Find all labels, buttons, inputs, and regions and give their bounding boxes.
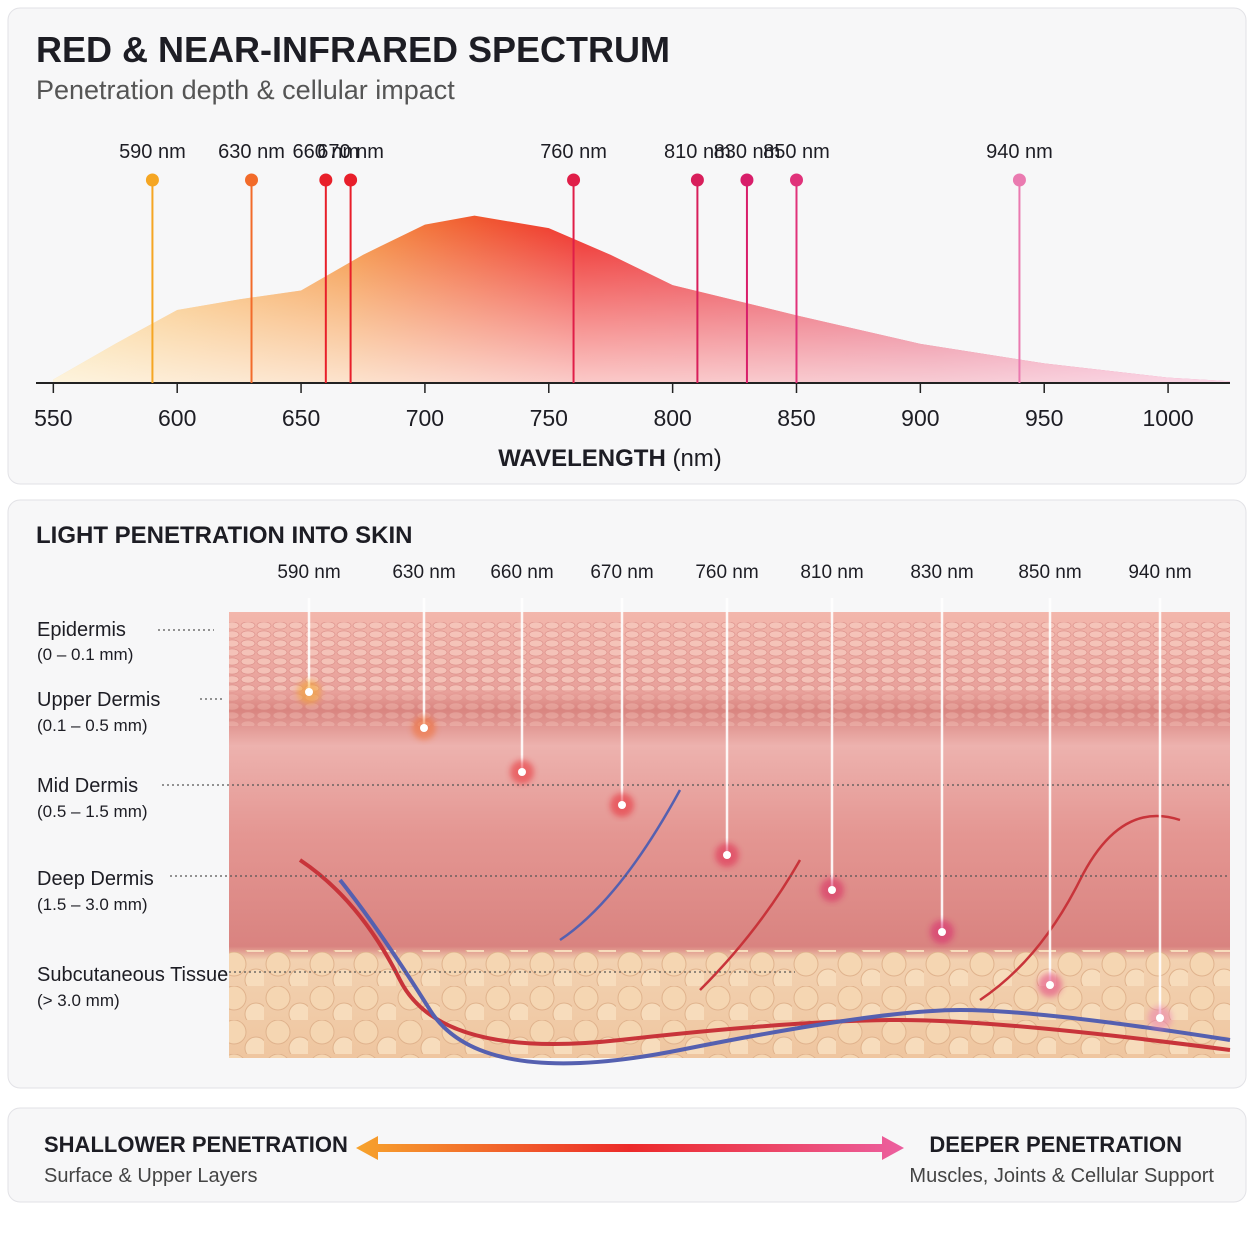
beam-end — [828, 886, 836, 894]
layer-range: (0.1 – 0.5 mm) — [37, 716, 148, 735]
beam-end — [420, 724, 428, 732]
x-axis-label: WAVELENGTH (nm) — [498, 445, 722, 472]
marker-label: 940 nm — [986, 141, 1053, 163]
layer-range: (1.5 – 3.0 mm) — [37, 895, 148, 914]
beam-label: 830 nm — [910, 562, 973, 583]
x-tick-label: 550 — [34, 405, 72, 431]
marker-label: 810 nm — [664, 141, 731, 163]
layer-range: (0 – 0.1 mm) — [37, 645, 133, 664]
beam-end — [723, 851, 731, 859]
footer-right-title: DEEPER PENETRATION — [929, 1132, 1182, 1157]
marker-dot — [567, 173, 581, 187]
spectrum-chart: 550 600 650 700 750 800 850 900 950 1000 590 nm 630… — [34, 141, 1231, 431]
footer-left-title: SHALLOWER PENETRATION — [44, 1132, 348, 1157]
beam-end — [938, 928, 946, 936]
beam-label: 660 nm — [490, 562, 553, 583]
beam-end — [1156, 1014, 1164, 1022]
x-tick-label: 900 — [901, 405, 939, 431]
beam-label: 810 nm — [800, 562, 863, 583]
beam-end — [305, 688, 313, 696]
marker-label: 830 nm — [714, 141, 781, 163]
section-title: LIGHT PENETRATION INTO SKIN — [36, 522, 412, 549]
marker-label: 850 nm — [763, 141, 830, 163]
layer-range: (0.5 – 1.5 mm) — [37, 802, 148, 821]
skin-diagram: 590 nm 630 nm 660 nm 670 nm 760 nm 810 nm 830 … — [37, 562, 1192, 1030]
beam-label: 760 nm — [695, 562, 758, 583]
x-tick-label: 1000 — [1142, 405, 1193, 431]
x-tick-label: 750 — [530, 405, 568, 431]
area-fade — [53, 215, 1231, 383]
chart-subtitle: Penetration depth & cellular impact — [36, 75, 455, 105]
layer-name: Mid Dermis — [37, 775, 138, 797]
beam-label: 590 nm — [277, 562, 340, 583]
marker-label: 760 nm — [540, 141, 607, 163]
layer-range: (> 3.0 mm) — [37, 991, 120, 1010]
x-tick-label: 800 — [653, 405, 691, 431]
x-tick-label: 650 — [282, 405, 320, 431]
marker-dot — [319, 173, 333, 187]
beam-label: 630 nm — [392, 562, 455, 583]
layer-name: Deep Dermis — [37, 868, 154, 890]
beam-label: 670 nm — [590, 562, 653, 583]
marker-dot — [789, 173, 803, 187]
x-tick-label: 950 — [1025, 405, 1063, 431]
marker-dot — [145, 173, 159, 187]
panel — [7, 1107, 1247, 1203]
x-tick-label: 700 — [406, 405, 444, 431]
artery — [979, 814, 1181, 1002]
layer-name: Upper Dermis — [37, 689, 160, 711]
beam-end — [1046, 981, 1054, 989]
marker-label: 590 nm — [119, 141, 186, 163]
marker-label: 630 nm — [218, 141, 285, 163]
direction-arrow — [356, 1136, 904, 1160]
vessels — [298, 789, 1231, 1066]
beam-label: 940 nm — [1128, 562, 1191, 583]
x-unit: (nm) — [672, 445, 721, 472]
x-label: WAVELENGTH — [498, 445, 666, 472]
marker-dot — [690, 173, 704, 187]
layer-name: Subcutaneous Tissue — [37, 964, 228, 986]
beam-end — [618, 801, 626, 809]
footer-right-subtitle: Muscles, Joints & Cellular Support — [909, 1165, 1214, 1187]
beam-label: 850 nm — [1018, 562, 1081, 583]
x-tick-label: 600 — [158, 405, 196, 431]
layer-name: Epidermis — [37, 619, 126, 641]
marker-label: 670 nm — [317, 141, 384, 163]
beam-end — [518, 768, 526, 776]
marker-label: 660 nm — [292, 141, 359, 163]
marker-dot — [344, 173, 358, 187]
artery — [298, 858, 1231, 1052]
marker-dot — [740, 173, 754, 187]
vein — [338, 878, 1231, 1066]
marker-dot — [245, 173, 259, 187]
x-tick-label: 850 — [777, 405, 815, 431]
chart-title: RED & NEAR-INFRARED SPECTRUM — [36, 29, 670, 70]
marker-dot — [1012, 173, 1026, 187]
vein — [559, 789, 682, 942]
footer-left-subtitle: Surface & Upper Layers — [44, 1165, 257, 1187]
